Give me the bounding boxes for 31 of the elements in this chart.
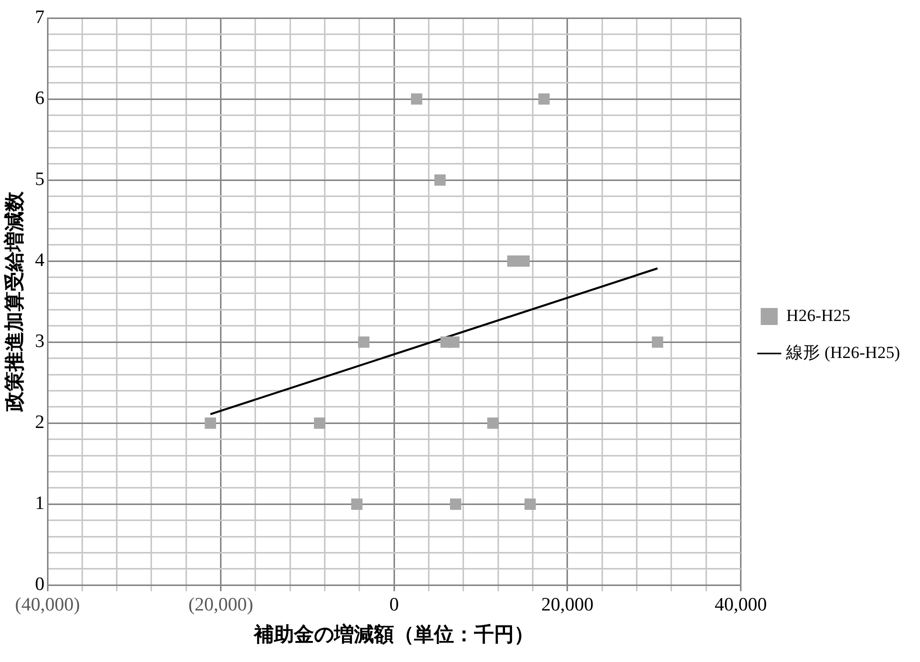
y-tick-label: 2 bbox=[35, 412, 44, 434]
x-tick-label: (40,000) bbox=[15, 594, 80, 616]
point bbox=[358, 336, 370, 348]
point bbox=[507, 255, 518, 267]
point bbox=[487, 417, 499, 429]
point bbox=[450, 498, 462, 510]
point bbox=[518, 255, 530, 267]
legend-label: 線形 (H26-H25) bbox=[785, 342, 900, 362]
point bbox=[351, 498, 363, 510]
x-axis-title: 補助金の増減額（単位：千円） bbox=[253, 623, 534, 646]
y-tick-label: 0 bbox=[35, 574, 44, 596]
point bbox=[652, 336, 664, 348]
y-tick-label: 4 bbox=[35, 250, 45, 272]
x-tick-label: 40,000 bbox=[714, 594, 767, 616]
point bbox=[410, 93, 422, 105]
point bbox=[434, 174, 446, 186]
point bbox=[538, 93, 550, 105]
y-tick-label: 6 bbox=[35, 88, 44, 110]
x-tick-label: (20,000) bbox=[188, 594, 254, 616]
legend-label: H26-H25 bbox=[786, 306, 850, 325]
y-tick-label: 7 bbox=[35, 6, 44, 28]
y-tick-label: 1 bbox=[35, 493, 44, 514]
y-tick-label: 3 bbox=[35, 331, 44, 352]
y-tick-label: 5 bbox=[35, 169, 44, 190]
point bbox=[204, 417, 216, 429]
x-tick-label: 0 bbox=[389, 594, 399, 616]
y-axis-title: 政策推進加算受給増減数 bbox=[3, 190, 26, 413]
x-tick-label: 20,000 bbox=[541, 594, 594, 616]
point bbox=[524, 498, 536, 510]
point bbox=[448, 336, 460, 348]
point bbox=[314, 417, 326, 429]
